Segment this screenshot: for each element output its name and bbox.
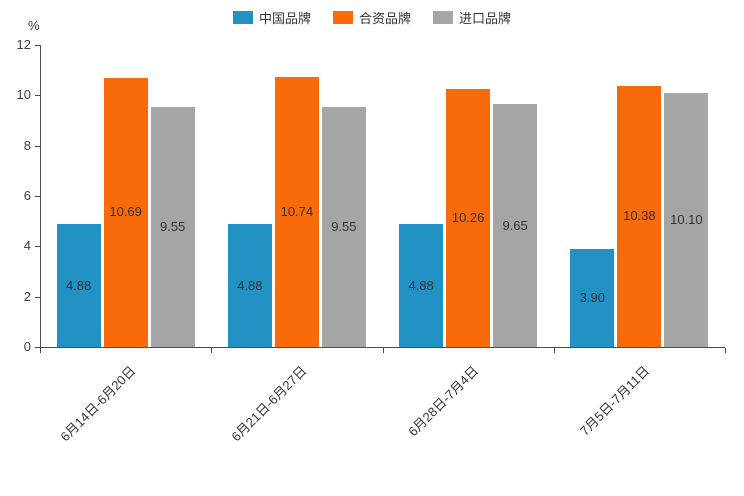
legend-swatch-icon <box>433 11 453 24</box>
bar-series-2 <box>150 106 195 347</box>
y-axis-line <box>40 45 41 348</box>
y-tick-label: 6 <box>23 188 31 203</box>
y-tick-mark <box>35 347 40 348</box>
y-tick-label: 8 <box>23 137 31 153</box>
bar-series-2 <box>664 92 709 347</box>
bar-series-0 <box>399 224 444 347</box>
bar-value-label: 10.69 <box>109 204 142 220</box>
bar-series-2 <box>321 106 366 347</box>
bar-value-label: 9.55 <box>159 218 186 234</box>
y-tick-mark <box>35 95 40 97</box>
y-tick-label: 2 <box>23 288 31 304</box>
x-tick-mark <box>553 348 555 353</box>
bar-value-label: 10.26 <box>451 209 485 225</box>
y-tick-label: 4 <box>23 238 31 254</box>
x-category-label: 6月21日-6月27日 <box>228 363 310 445</box>
bar-value-label: 10.10 <box>670 211 703 227</box>
legend-item-label: 进口品牌 <box>459 11 512 26</box>
x-tick-mark <box>725 348 726 353</box>
legend-item-series-2[interactable]: 进口品牌 <box>433 8 511 27</box>
x-category-label: 6月28日-7月4日 <box>404 363 481 440</box>
bar-value-label: 3.90 <box>579 289 606 305</box>
bar-series-2 <box>493 104 538 347</box>
bar-series-1 <box>274 76 319 347</box>
y-tick-mark <box>35 45 40 46</box>
x-tick-mark <box>211 348 213 353</box>
bar-series-1 <box>446 88 491 347</box>
bar-value-label: 10.38 <box>623 208 656 224</box>
y-tick-mark <box>35 196 40 197</box>
x-axis-line <box>40 347 725 348</box>
y-tick-label: 0 <box>23 339 31 354</box>
y-axis-unit-label: % <box>28 18 40 33</box>
x-tick-mark <box>40 348 41 353</box>
x-tick-mark <box>382 348 384 353</box>
legend: 中国品牌 合资品牌 进口品牌 <box>0 8 744 27</box>
bar-series-0 <box>56 224 101 347</box>
legend-swatch-icon <box>332 11 353 24</box>
bar-value-label: 9.65 <box>502 217 528 233</box>
bar-series-1 <box>617 85 662 347</box>
legend-item-label: 合资品牌 <box>358 11 411 26</box>
bar-value-label: 4.88 <box>408 277 434 293</box>
bar-value-label: 4.88 <box>65 277 92 293</box>
y-tick-label: 10 <box>16 87 31 103</box>
y-tick-mark <box>35 145 40 147</box>
bar-value-label: 9.55 <box>331 218 357 234</box>
y-tick-mark <box>35 246 40 248</box>
y-tick-mark <box>35 296 40 298</box>
bar-series-0 <box>227 224 272 347</box>
legend-item-series-1[interactable]: 合资品牌 <box>332 8 411 27</box>
x-category-label: 7月5日-7月11日 <box>576 363 653 439</box>
legend-swatch-icon <box>232 11 253 24</box>
bar-value-label: 4.88 <box>237 277 263 293</box>
bar-series-1 <box>103 77 148 347</box>
x-category-label: 6月14日-6月20日 <box>57 363 139 445</box>
legend-item-label: 中国品牌 <box>258 11 311 26</box>
bar-series-0 <box>570 248 615 347</box>
legend-item-series-0[interactable]: 中国品牌 <box>232 8 311 27</box>
y-tick-label: 12 <box>16 37 31 52</box>
bar-value-label: 10.74 <box>280 203 314 219</box>
